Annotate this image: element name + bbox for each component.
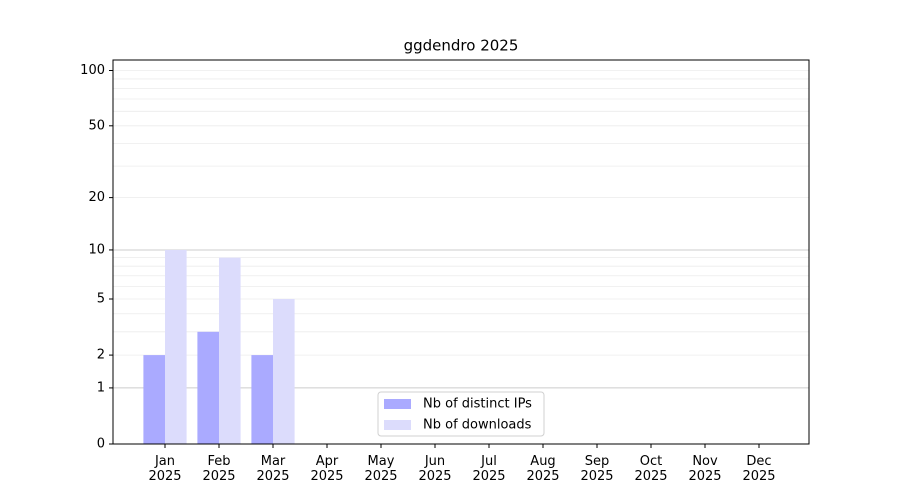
x-tick-label: Jun 2025 xyxy=(418,454,452,484)
chart-title: ggdendro 2025 xyxy=(404,37,519,55)
bar xyxy=(251,355,273,444)
legend-swatch xyxy=(384,399,411,409)
bar xyxy=(143,355,165,444)
x-tick-label: Dec 2025 xyxy=(742,454,776,484)
bar xyxy=(197,331,219,444)
x-tick-label: Oct 2025 xyxy=(634,454,668,484)
legend-label: Nb of distinct IPs xyxy=(423,397,532,412)
x-tick-label: May 2025 xyxy=(364,454,398,484)
x-tick-label: Apr 2025 xyxy=(310,454,344,484)
legend: Nb of distinct IPs Nb of downloads xyxy=(377,391,545,437)
bar xyxy=(273,298,295,444)
plot-frame xyxy=(112,59,810,445)
y-tick-label: 0 xyxy=(97,437,105,452)
y-tick-label: 5 xyxy=(97,291,105,306)
y-tick-label: 20 xyxy=(88,190,105,205)
x-tick-label: Nov 2025 xyxy=(688,454,722,484)
y-tick-label: 10 xyxy=(88,242,105,257)
legend-label: Nb of downloads xyxy=(423,418,532,433)
x-tick-label: Aug 2025 xyxy=(526,454,560,484)
x-tick-label: Jan 2025 xyxy=(148,454,182,484)
legend-box xyxy=(377,391,545,437)
x-tick-label: Sep 2025 xyxy=(580,454,614,484)
y-tick-label: 1 xyxy=(97,380,105,395)
y-tick-label: 50 xyxy=(88,118,105,133)
y-tick-label: 2 xyxy=(97,348,105,363)
bar xyxy=(219,257,241,444)
legend-swatch xyxy=(384,420,411,430)
y-tick-label: 100 xyxy=(80,63,105,78)
x-tick-label: Mar 2025 xyxy=(256,454,290,484)
x-tick-label: Feb 2025 xyxy=(202,454,236,484)
bar xyxy=(165,249,187,444)
x-tick-label: Jul 2025 xyxy=(472,454,506,484)
